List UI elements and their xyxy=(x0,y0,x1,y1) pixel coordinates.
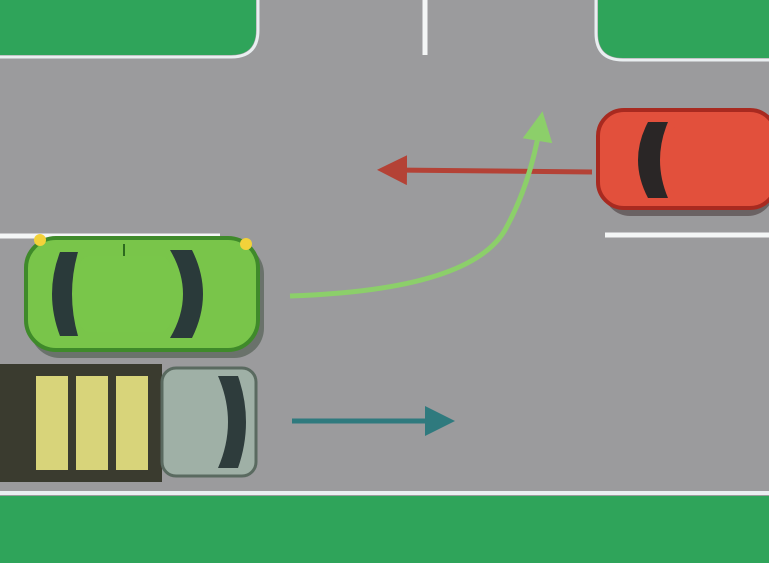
grass-top-right xyxy=(598,0,769,58)
truck xyxy=(0,364,258,482)
grass-bottom xyxy=(0,496,769,563)
green-car-indicator-front-left xyxy=(240,238,252,250)
truck-cargo-panel-3 xyxy=(116,376,148,470)
truck-cargo-panel-1 xyxy=(36,376,68,470)
truck-cargo-panel-2 xyxy=(76,376,108,470)
curb-top-left xyxy=(0,0,260,59)
red-car-windshield xyxy=(638,122,668,198)
red-car xyxy=(596,108,769,216)
red-car-straight-arrow xyxy=(377,155,593,186)
truck-windshield xyxy=(218,376,246,468)
red-car-roof xyxy=(670,126,769,194)
green-car-roof xyxy=(80,256,170,332)
green-car-windshield xyxy=(170,250,203,338)
grass-top-left xyxy=(0,0,256,55)
green-car xyxy=(24,234,264,358)
green-car-rear-window xyxy=(52,252,78,336)
green-car-turn-left-arrow xyxy=(289,111,553,299)
curb-top-right xyxy=(594,0,769,62)
green-car-indicator-rear-left xyxy=(34,234,46,246)
